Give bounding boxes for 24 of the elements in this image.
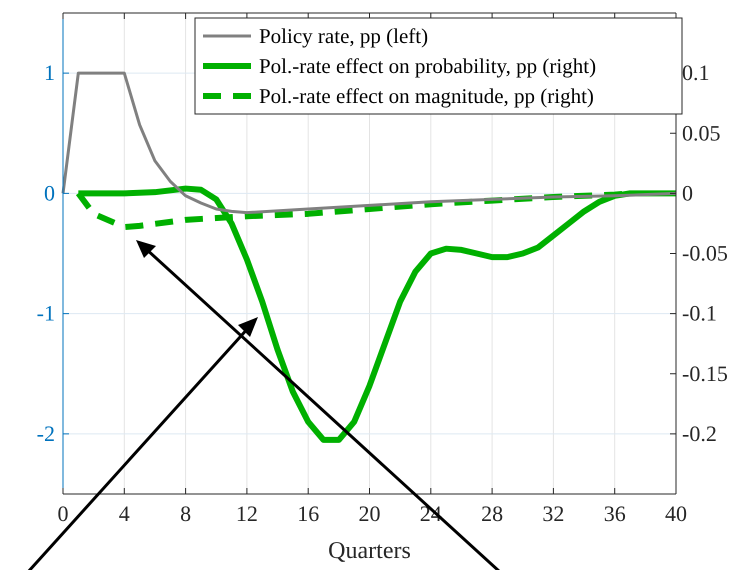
x-tick-label: 28 bbox=[481, 501, 504, 526]
x-tick-label: 8 bbox=[180, 501, 192, 526]
y2-tick-label: -0.2 bbox=[682, 420, 717, 446]
y-tick-label: -2 bbox=[36, 420, 55, 446]
x-tick-label: 32 bbox=[542, 501, 564, 526]
legend-label: Pol.-rate effect on magnitude, pp (right) bbox=[259, 84, 594, 108]
x-tick-label: 36 bbox=[604, 501, 626, 526]
legend-label: Policy rate, pp (left) bbox=[259, 24, 428, 48]
x-axis-title: Quarters bbox=[328, 538, 411, 564]
y2-tick-label: -0.15 bbox=[682, 360, 728, 386]
y-tick-label: 0 bbox=[44, 180, 55, 206]
y2-tick-label: 0.1 bbox=[682, 60, 710, 86]
y2-tick-label: 0 bbox=[682, 180, 693, 206]
x-tick-label: 4 bbox=[118, 501, 130, 526]
x-tick-label: 40 bbox=[665, 501, 687, 526]
x-tick-label: 20 bbox=[358, 501, 380, 526]
x-tick-label: 16 bbox=[297, 501, 320, 526]
x-tick-label: 12 bbox=[236, 501, 258, 526]
y-tick-label: 1 bbox=[44, 60, 55, 86]
y2-tick-label: -0.05 bbox=[682, 240, 728, 266]
y2-tick-label: -0.1 bbox=[682, 300, 717, 326]
y2-tick-label: 0.05 bbox=[682, 120, 720, 146]
y-tick-label: -1 bbox=[36, 300, 55, 326]
legend-label: Pol.-rate effect on probability, pp (right) bbox=[259, 54, 596, 78]
